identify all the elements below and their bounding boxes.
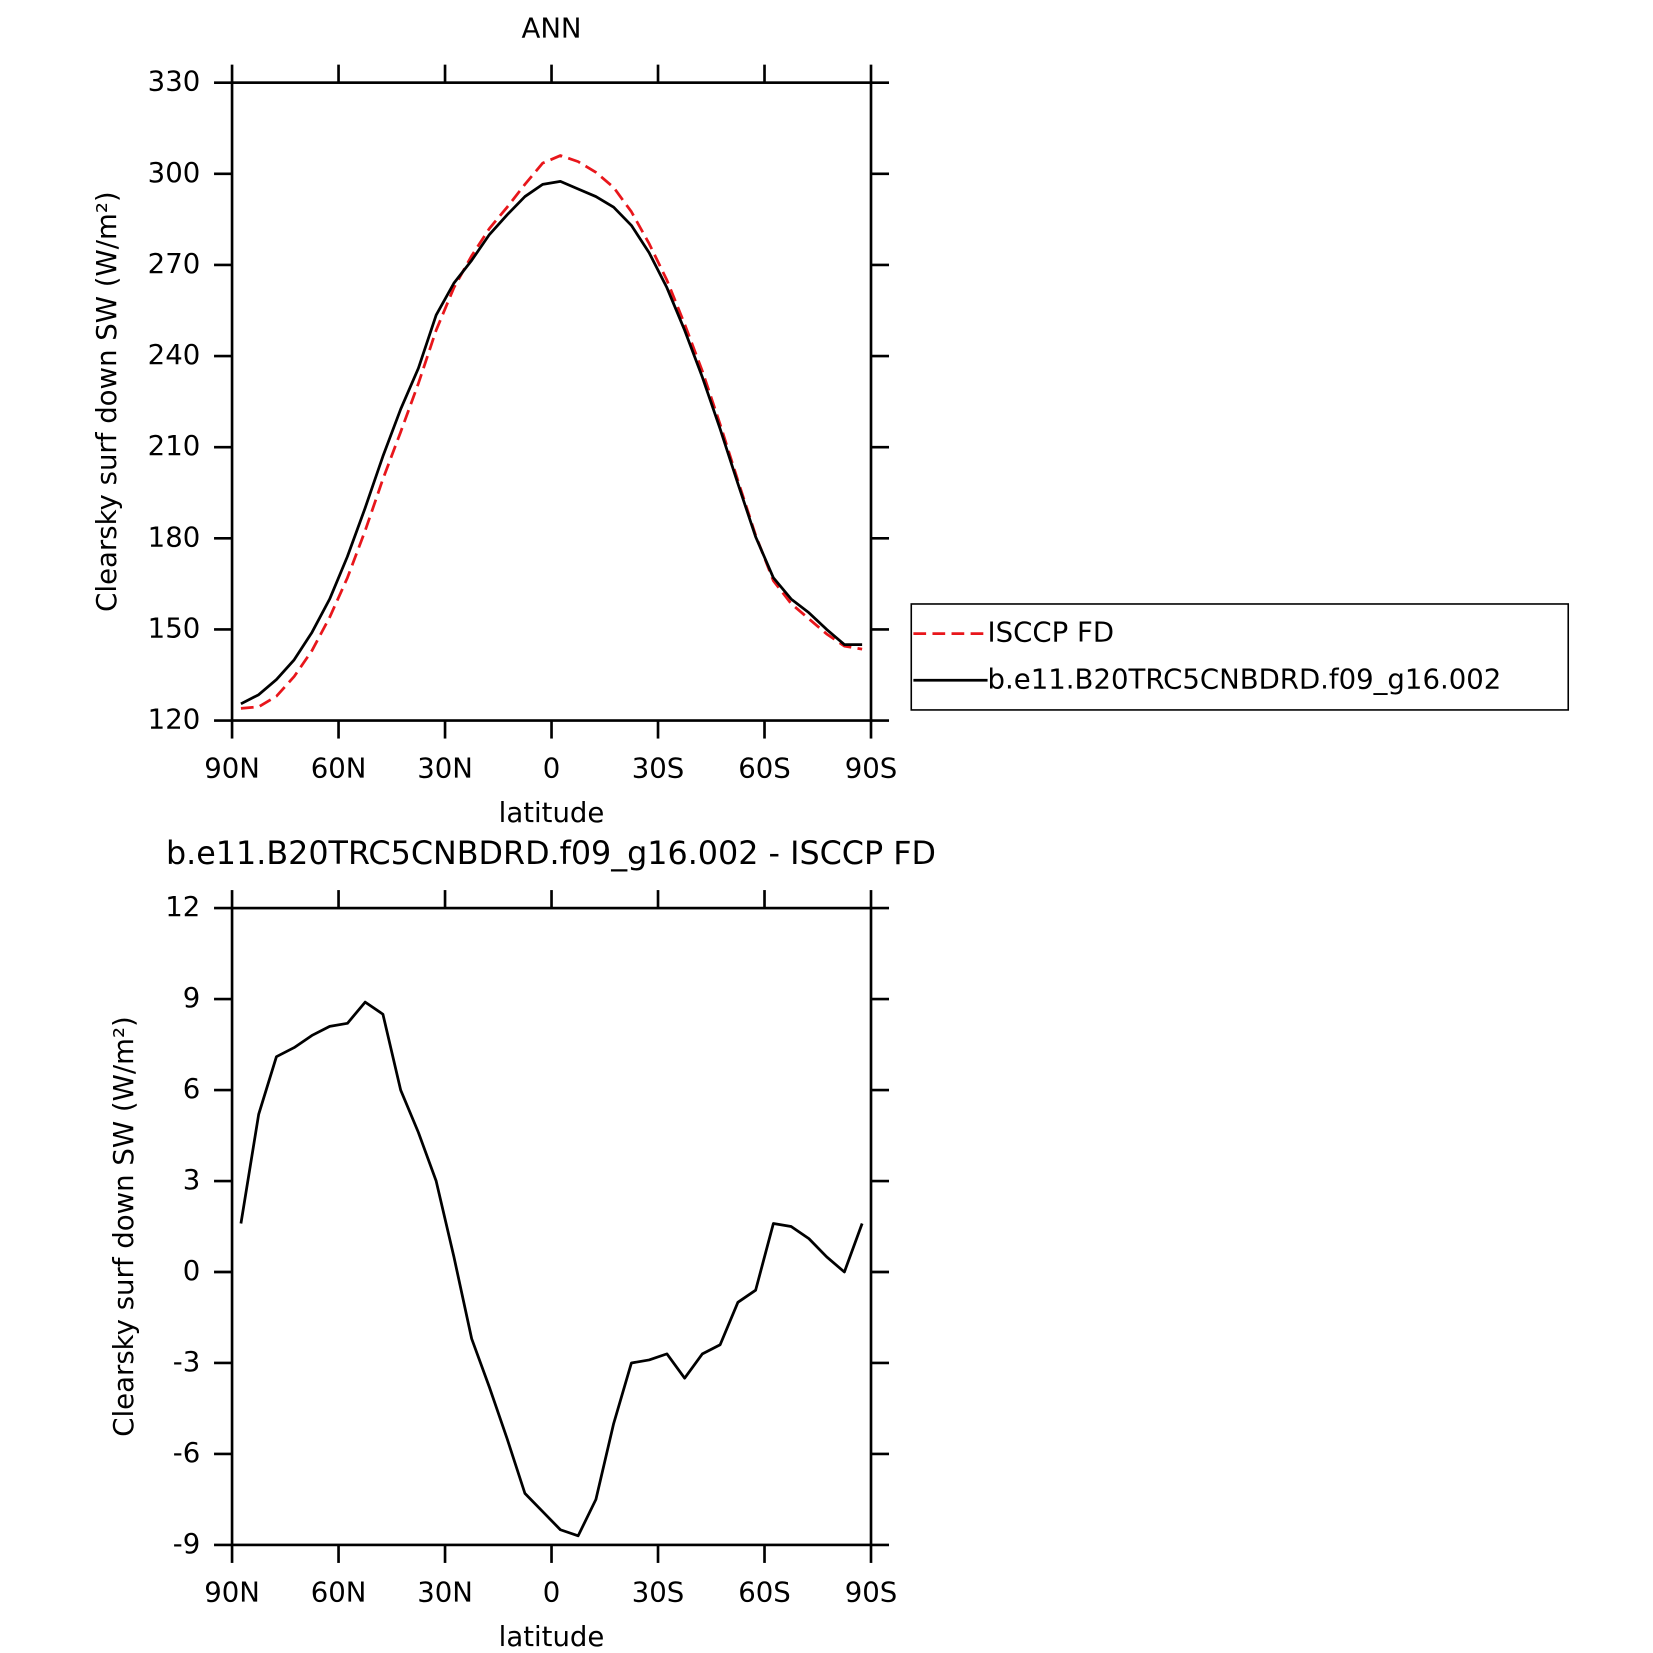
x-tick-label: 60S [738,1577,791,1609]
data-line [240,179,863,706]
y-tick-label: 240 [148,339,201,371]
legend-label: ISCCP FD [988,617,1115,649]
chart-title: b.e11.B20TRC5CNBDRD.f09_g16.002 - ISCCP … [166,836,936,872]
data-line [240,154,863,710]
y-tick-label: -3 [173,1346,200,1378]
y-tick-label: 9 [183,982,201,1014]
y-tick-label: -9 [173,1528,200,1560]
x-tick-label: 30N [417,1577,473,1609]
x-tick-label: 90S [845,752,898,784]
plot-frame [230,81,873,722]
x-tick-label: 60N [311,752,367,784]
y-axis-label: Clearsky surf down SW (W/m²) [91,191,123,611]
legend: ISCCP FD b.e11.B20TRC5CNBDRD.f09_g16.002 [910,603,1570,711]
x-tick-label: 30S [632,1577,685,1609]
x-axis-label: latitude [499,797,605,829]
x-tick-label: 60S [738,752,791,784]
y-tick-label: 330 [148,66,201,98]
x-tick-label: 30S [632,752,685,784]
y-tick-label: 150 [148,612,201,644]
x-tick-label: 90N [204,752,260,784]
plot-frame [230,906,873,1547]
x-tick-label: 60N [311,1577,367,1609]
y-tick-label: -6 [173,1437,200,1469]
y-tick-label: 6 [183,1073,201,1105]
legend-label: b.e11.B20TRC5CNBDRD.f09_g16.002 [988,663,1502,695]
y-tick-label: 180 [148,521,201,553]
x-tick-label: 90N [204,1577,260,1609]
x-tick-label: 30N [417,752,473,784]
x-tick-label: 0 [543,752,561,784]
y-tick-label: 210 [148,430,201,462]
legend-box [910,603,1570,711]
x-tick-label: 90S [845,1577,898,1609]
y-tick-label: 300 [148,157,201,189]
y-tick-label: 0 [183,1255,201,1287]
y-tick-label: 120 [148,704,201,736]
x-axis-label: latitude [499,1621,605,1653]
data-line [239,1000,864,1538]
y-tick-label: 3 [183,1164,201,1196]
x-tick-label: 0 [543,1577,561,1609]
y-tick-label: 12 [165,891,200,923]
y-tick-label: 270 [148,248,201,280]
y-axis-label: Clearsky surf down SW (W/m²) [108,1016,140,1436]
chart-title: ANN [521,13,581,45]
